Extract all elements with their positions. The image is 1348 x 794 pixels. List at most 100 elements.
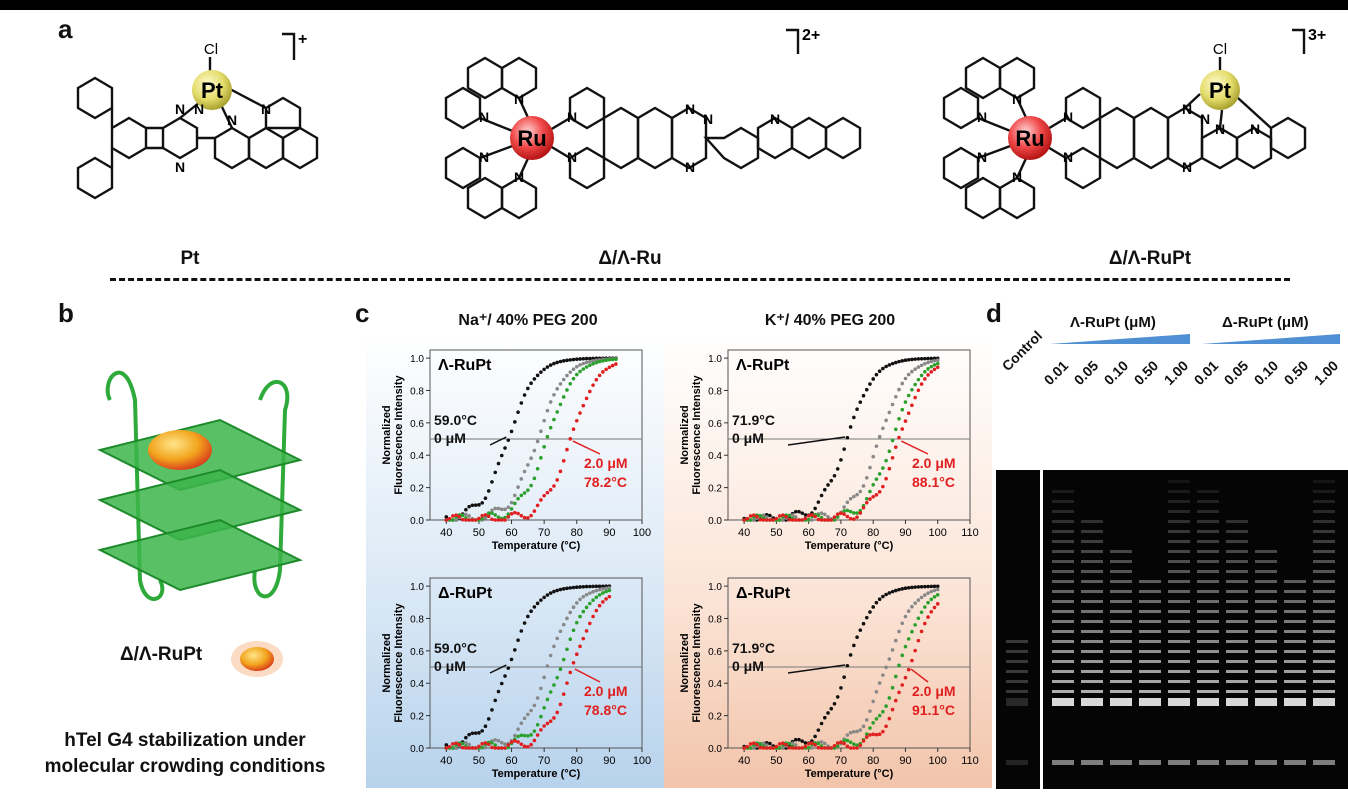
svg-text:N: N — [977, 109, 987, 125]
gel-band — [1168, 620, 1190, 623]
gel-band — [1081, 610, 1103, 613]
gel-band — [1226, 550, 1248, 553]
gel-band-main — [1081, 698, 1103, 706]
data-point — [591, 614, 595, 619]
lane-label-concentration: 0.10 — [1250, 357, 1282, 388]
data-point — [858, 489, 863, 494]
gel-band — [1052, 600, 1074, 603]
gel-band — [1110, 630, 1132, 633]
data-point — [561, 587, 566, 591]
data-point — [542, 445, 546, 449]
annotation-conc-control: 0 μM — [732, 430, 764, 446]
data-point — [519, 493, 524, 498]
data-point — [848, 425, 853, 429]
data-point — [532, 703, 537, 708]
data-point — [803, 516, 808, 521]
data-point — [842, 509, 846, 513]
gel-band — [1197, 500, 1219, 503]
data-point — [816, 500, 821, 504]
data-point — [568, 370, 573, 374]
data-point — [526, 488, 530, 492]
gel-band — [1197, 580, 1219, 583]
data-point — [552, 644, 556, 649]
data-point — [832, 743, 837, 748]
data-point — [509, 740, 514, 744]
rupt-pt-sphere — [1200, 70, 1240, 110]
svg-text:N: N — [175, 101, 185, 117]
data-point — [787, 513, 792, 518]
data-point — [852, 511, 856, 515]
data-point — [774, 516, 779, 521]
data-point — [884, 476, 888, 481]
data-point — [748, 742, 753, 746]
data-point — [919, 610, 924, 615]
data-point — [897, 663, 901, 668]
y-tick-label: 0.8 — [410, 614, 424, 625]
data-point — [610, 363, 615, 368]
data-point — [470, 518, 475, 522]
y-axis-label-1: Normalized — [679, 633, 691, 692]
data-point — [535, 373, 540, 378]
gel-band — [1226, 580, 1248, 583]
x-tick-label: 50 — [473, 755, 485, 767]
data-point — [810, 741, 814, 745]
data-point — [526, 614, 530, 619]
gel-band — [1197, 520, 1219, 523]
y-axis-label-2: Fluorescence Intensity — [393, 603, 405, 723]
data-point — [864, 735, 869, 739]
y-tick-label: 1.0 — [708, 354, 722, 365]
data-point — [913, 367, 917, 371]
gel-band — [1168, 580, 1190, 583]
data-point — [923, 605, 927, 609]
gel-band — [1168, 560, 1190, 563]
gel-band — [1313, 640, 1335, 643]
data-point — [855, 407, 859, 412]
data-point — [545, 593, 550, 597]
data-point — [868, 709, 872, 713]
data-point — [877, 434, 882, 439]
data-point — [588, 389, 592, 394]
caption-line-1: hTel G4 stabilization under — [64, 730, 306, 751]
y-tick-label: 0.2 — [410, 712, 424, 723]
gel-band — [1284, 630, 1306, 633]
data-point — [864, 497, 869, 501]
gel-band — [1081, 590, 1103, 593]
data-point — [506, 505, 511, 510]
x-tick-label: 50 — [770, 755, 782, 767]
data-point — [545, 697, 550, 702]
data-point — [787, 517, 792, 522]
data-point — [571, 585, 576, 590]
data-point — [797, 509, 801, 514]
gel-band — [1168, 500, 1190, 503]
data-point — [787, 745, 792, 750]
data-point — [835, 467, 840, 471]
data-point — [552, 392, 556, 397]
data-point — [539, 598, 543, 602]
data-point — [558, 382, 563, 386]
data-point — [929, 584, 934, 589]
data-point — [506, 743, 511, 747]
data-point — [916, 377, 921, 382]
svg-text:N: N — [227, 112, 237, 128]
data-point — [594, 608, 599, 613]
gel-band-main — [1255, 698, 1277, 706]
data-point — [823, 741, 827, 746]
data-point — [490, 511, 494, 515]
data-point — [835, 744, 840, 748]
data-point — [490, 480, 494, 484]
data-point — [584, 360, 589, 365]
rupt-ru-label: Ru — [1015, 126, 1044, 151]
gel-band — [1313, 670, 1335, 673]
gel-band — [1139, 660, 1161, 663]
x-tick-label: 100 — [633, 755, 651, 767]
data-point — [793, 514, 798, 519]
gel-band-main — [1197, 698, 1219, 706]
data-point — [594, 588, 599, 593]
gel-band — [1006, 650, 1028, 653]
data-point — [526, 744, 530, 749]
svg-text:N: N — [1200, 111, 1210, 127]
data-point — [926, 615, 930, 619]
gel-band-low — [1139, 760, 1161, 765]
data-point — [522, 716, 527, 721]
gel-band — [1226, 690, 1248, 693]
